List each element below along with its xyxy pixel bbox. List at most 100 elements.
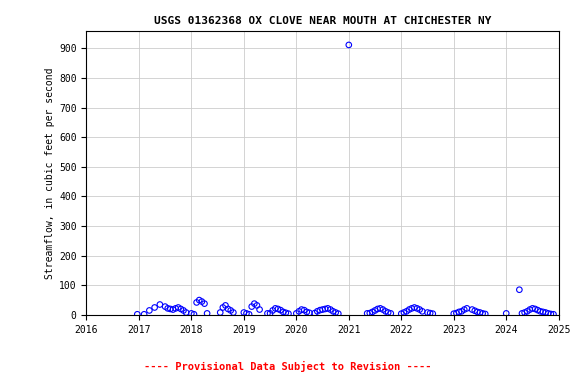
Point [156, 301, 165, 308]
Text: ---- Provisional Data Subject to Revision ----: ---- Provisional Data Subject to Revisio… [144, 361, 432, 372]
Point [384, 310, 393, 316]
Point [370, 307, 380, 313]
Point [215, 310, 225, 316]
Point [274, 306, 283, 312]
Point [255, 306, 264, 313]
Point [223, 306, 233, 312]
Point [291, 310, 301, 316]
Point [536, 308, 545, 314]
Point [323, 305, 332, 311]
Point [362, 310, 372, 316]
Point [428, 311, 437, 317]
Point [473, 309, 482, 315]
Point [252, 302, 262, 308]
Point [300, 307, 309, 313]
Point [502, 310, 511, 316]
Point [197, 298, 206, 305]
Point [226, 307, 236, 313]
Y-axis label: Streamflow, in cubic feet per second: Streamflow, in cubic feet per second [45, 67, 55, 278]
Point [166, 306, 175, 312]
Point [247, 303, 256, 310]
Point [525, 306, 535, 313]
Point [399, 310, 408, 316]
Point [132, 311, 142, 317]
Point [139, 311, 149, 317]
Point [546, 311, 555, 317]
Point [334, 311, 343, 317]
Point [263, 310, 272, 316]
Point [528, 305, 537, 311]
Point [328, 308, 338, 314]
Point [168, 306, 177, 313]
Point [520, 310, 529, 316]
Point [294, 308, 304, 314]
Point [426, 310, 435, 316]
Point [268, 307, 277, 313]
Point [326, 306, 335, 313]
Point [250, 301, 259, 307]
Point [310, 310, 319, 316]
Point [423, 310, 432, 316]
Point [150, 305, 159, 311]
Point [397, 311, 406, 317]
Point [407, 305, 416, 311]
Point [279, 309, 288, 315]
Point [468, 306, 477, 313]
Point [321, 306, 330, 312]
Point [470, 308, 479, 314]
Point [190, 311, 199, 317]
Point [418, 308, 427, 314]
Point [386, 310, 395, 316]
Point [173, 305, 183, 311]
Point [454, 309, 464, 315]
Point [244, 311, 253, 317]
Point [368, 309, 377, 315]
Point [457, 308, 466, 314]
Point [480, 311, 490, 317]
Point [176, 306, 185, 312]
Point [181, 310, 191, 316]
Point [192, 300, 201, 306]
Point [242, 310, 251, 316]
Point [515, 286, 524, 293]
Point [221, 302, 230, 308]
Point [187, 310, 196, 316]
Point [229, 310, 238, 316]
Point [530, 306, 540, 312]
Point [200, 301, 209, 307]
Point [475, 310, 484, 316]
Point [365, 310, 374, 316]
Point [452, 310, 461, 316]
Point [313, 308, 322, 314]
Point [276, 307, 285, 313]
Point [478, 310, 487, 316]
Point [378, 306, 388, 313]
Point [271, 305, 280, 311]
Point [171, 305, 180, 311]
Point [344, 42, 354, 48]
Point [218, 305, 228, 311]
Point [415, 306, 425, 313]
Point [522, 308, 532, 314]
Point [161, 303, 170, 310]
Point [145, 307, 154, 313]
Point [297, 306, 306, 313]
Point [402, 308, 411, 314]
Point [539, 309, 548, 315]
Point [179, 307, 188, 313]
Point [517, 310, 526, 316]
Point [163, 305, 172, 311]
Point [460, 306, 469, 313]
Point [404, 306, 414, 313]
Point [463, 305, 472, 311]
Point [381, 308, 390, 314]
Point [549, 311, 558, 317]
Point [373, 306, 382, 312]
Point [533, 307, 543, 313]
Point [195, 297, 204, 303]
Point [266, 310, 275, 316]
Point [318, 306, 327, 313]
Point [284, 311, 293, 317]
Point [315, 307, 324, 313]
Point [449, 311, 458, 317]
